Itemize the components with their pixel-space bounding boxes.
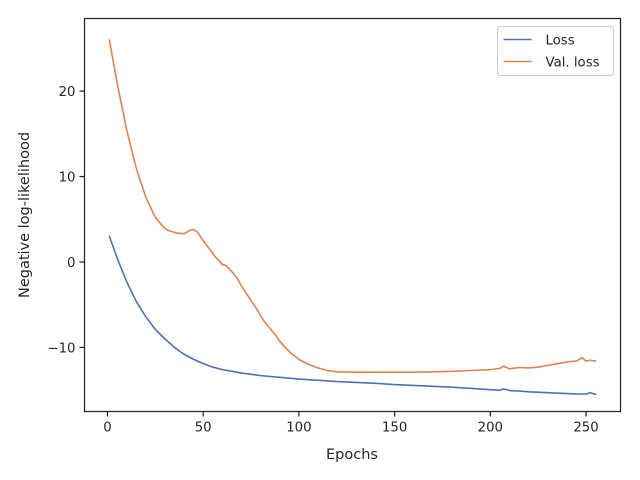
x-tick-label: 250 [573, 421, 598, 436]
y-axis: −10 0 10 20 [47, 85, 85, 356]
x-tick-label: 0 [103, 421, 111, 436]
legend: Loss Val. loss [497, 26, 614, 76]
y-tick-label: 0 [67, 256, 75, 271]
x-tick-label: 200 [478, 421, 503, 436]
plot-area [108, 39, 597, 396]
y-tick-label: 20 [59, 85, 76, 100]
series-line-loss [108, 235, 597, 396]
legend-label: Loss [546, 34, 575, 49]
y-axis-label: Negative log-likelihood [17, 132, 33, 298]
x-tick-label: 150 [382, 421, 407, 436]
x-tick-label: 100 [286, 421, 311, 436]
x-tick-label: 50 [195, 421, 212, 436]
y-tick-label: −10 [47, 341, 75, 356]
y-tick-label: 10 [59, 171, 76, 186]
x-axis: 0 50 100 150 200 250 [103, 411, 599, 436]
x-axis-label: Epochs [326, 447, 378, 463]
legend-label: Val. loss [546, 56, 600, 71]
series-line-val-loss [108, 39, 597, 374]
plot-frame [83, 17, 622, 413]
